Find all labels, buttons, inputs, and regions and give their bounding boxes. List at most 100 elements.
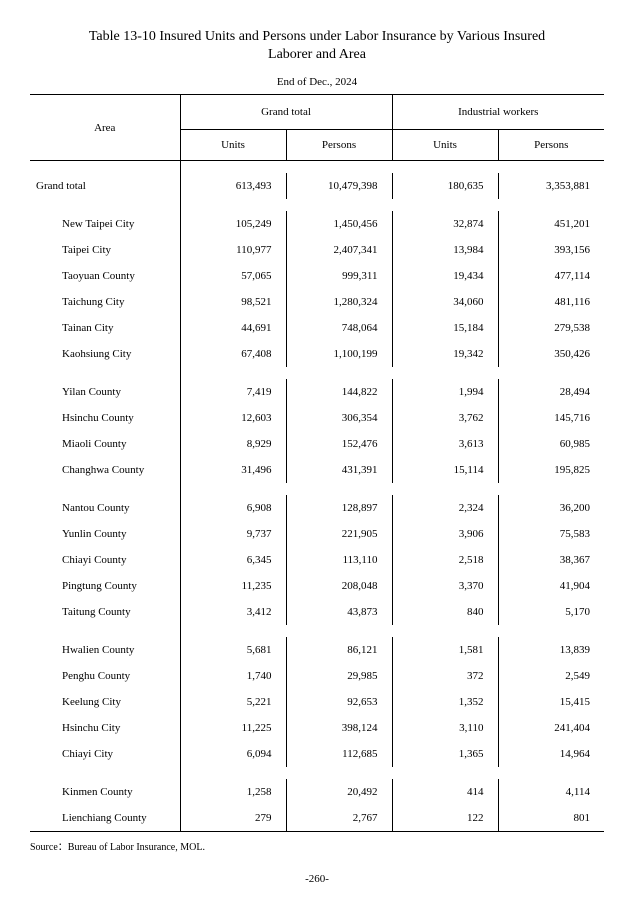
iw-persons-cell: 5,170 [498,599,604,625]
iw-units-cell: 15,184 [392,315,498,341]
area-cell: Lienchiang County [30,805,180,832]
table-row: Hsinchu City11,225398,1243,110241,404 [30,715,604,741]
header-gt-persons: Persons [286,130,392,161]
iw-units-cell: 372 [392,663,498,689]
gt-units-cell: 6,345 [180,547,286,573]
gap-row [30,483,604,495]
header-gt-units: Units [180,130,286,161]
table-row: Tainan City44,691748,06415,184279,538 [30,315,604,341]
gt-units-cell: 98,521 [180,289,286,315]
gt-units-cell: 5,681 [180,637,286,663]
table-body: Grand total613,49310,479,398180,6353,353… [30,161,604,832]
iw-persons-cell: 241,404 [498,715,604,741]
gt-units-cell: 11,225 [180,715,286,741]
source-note: Source：Bureau of Labor Insurance, MOL. [30,838,604,853]
iw-units-cell: 122 [392,805,498,832]
area-cell: Tainan City [30,315,180,341]
area-cell: Grand total [30,173,180,199]
iw-persons-cell: 801 [498,805,604,832]
area-cell: Penghu County [30,663,180,689]
area-cell: Changhwa County [30,457,180,483]
iw-persons-cell: 350,426 [498,341,604,367]
gt-units-cell: 5,221 [180,689,286,715]
area-cell: Chiayi County [30,547,180,573]
gt-persons-cell: 306,354 [286,405,392,431]
table-row: Yunlin County9,737221,9053,90675,583 [30,521,604,547]
area-cell: New Taipei City [30,211,180,237]
iw-persons-cell: 38,367 [498,547,604,573]
header-grand-total: Grand total [180,95,392,130]
gt-units-cell: 105,249 [180,211,286,237]
iw-persons-cell: 145,716 [498,405,604,431]
iw-persons-cell: 41,904 [498,573,604,599]
data-table: Area Grand total Industrial workers Unit… [30,94,604,832]
iw-persons-cell: 2,549 [498,663,604,689]
table-row: Kaohsiung City67,4081,100,19919,342350,4… [30,341,604,367]
gt-persons-cell: 431,391 [286,457,392,483]
gt-units-cell: 57,065 [180,263,286,289]
area-cell: Kaohsiung City [30,341,180,367]
area-cell: Miaoli County [30,431,180,457]
iw-units-cell: 414 [392,779,498,805]
table-row: Penghu County1,74029,9853722,549 [30,663,604,689]
gt-persons-cell: 128,897 [286,495,392,521]
iw-units-cell: 19,342 [392,341,498,367]
iw-persons-cell: 477,114 [498,263,604,289]
gt-persons-cell: 748,064 [286,315,392,341]
gt-units-cell: 1,258 [180,779,286,805]
table-row: Taipei City110,9772,407,34113,984393,156 [30,237,604,263]
gt-units-cell: 31,496 [180,457,286,483]
gt-persons-cell: 10,479,398 [286,173,392,199]
iw-units-cell: 3,370 [392,573,498,599]
iw-units-cell: 1,994 [392,379,498,405]
area-cell: Keelung City [30,689,180,715]
iw-persons-cell: 28,494 [498,379,604,405]
iw-persons-cell: 3,353,881 [498,173,604,199]
iw-persons-cell: 4,114 [498,779,604,805]
area-cell: Hwalien County [30,637,180,663]
table-row: Miaoli County8,929152,4763,61360,985 [30,431,604,457]
gt-persons-cell: 1,450,456 [286,211,392,237]
iw-units-cell: 180,635 [392,173,498,199]
table-row: Keelung City5,22192,6531,35215,415 [30,689,604,715]
iw-persons-cell: 195,825 [498,457,604,483]
gt-persons-cell: 1,280,324 [286,289,392,315]
table-subtitle: End of Dec., 2024 [30,76,604,88]
area-cell: Yilan County [30,379,180,405]
area-cell: Pingtung County [30,573,180,599]
gt-units-cell: 1,740 [180,663,286,689]
iw-persons-cell: 14,964 [498,741,604,767]
gap-row [30,199,604,211]
iw-units-cell: 3,110 [392,715,498,741]
area-cell: Taipei City [30,237,180,263]
iw-units-cell: 32,874 [392,211,498,237]
iw-persons-cell: 36,200 [498,495,604,521]
iw-units-cell: 2,324 [392,495,498,521]
table-row: Grand total613,49310,479,398180,6353,353… [30,173,604,199]
header-area: Area [30,95,180,161]
gt-persons-cell: 43,873 [286,599,392,625]
page-number: -260- [30,873,604,885]
gt-units-cell: 613,493 [180,173,286,199]
gt-persons-cell: 999,311 [286,263,392,289]
iw-persons-cell: 15,415 [498,689,604,715]
header-iw-persons: Persons [498,130,604,161]
gt-persons-cell: 152,476 [286,431,392,457]
iw-units-cell: 1,581 [392,637,498,663]
gt-units-cell: 279 [180,805,286,832]
iw-units-cell: 1,365 [392,741,498,767]
iw-persons-cell: 451,201 [498,211,604,237]
gt-persons-cell: 20,492 [286,779,392,805]
gt-persons-cell: 2,407,341 [286,237,392,263]
table-row: Chiayi County6,345113,1102,51838,367 [30,547,604,573]
area-cell: Hsinchu City [30,715,180,741]
gt-units-cell: 67,408 [180,341,286,367]
gt-persons-cell: 398,124 [286,715,392,741]
gt-persons-cell: 86,121 [286,637,392,663]
header-industrial: Industrial workers [392,95,604,130]
table-row: Chiayi City6,094112,6851,36514,964 [30,741,604,767]
gt-persons-cell: 29,985 [286,663,392,689]
gt-persons-cell: 2,767 [286,805,392,832]
iw-units-cell: 19,434 [392,263,498,289]
iw-units-cell: 3,613 [392,431,498,457]
